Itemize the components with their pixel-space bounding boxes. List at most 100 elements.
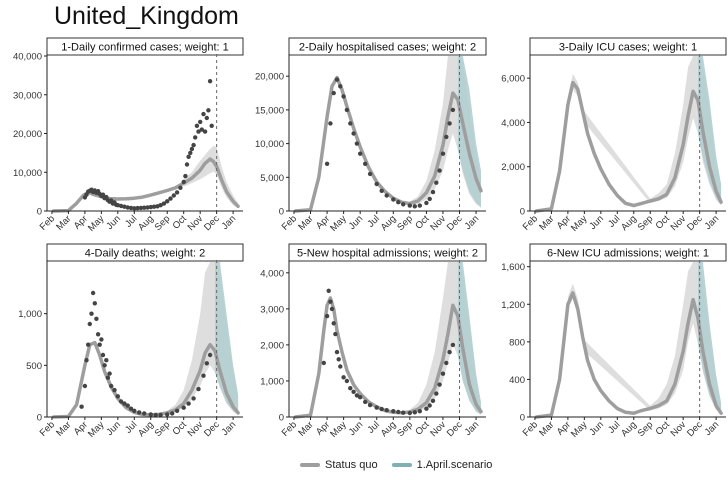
x-tick-label: Sep bbox=[636, 419, 656, 439]
observed-point bbox=[193, 135, 198, 140]
observed-point bbox=[437, 168, 442, 173]
y-tick-label: 0 bbox=[279, 207, 284, 218]
observed-point bbox=[437, 382, 442, 387]
x-tick-label: Dec bbox=[202, 213, 222, 233]
legend-swatch-status-quo bbox=[300, 463, 320, 467]
observed-point bbox=[135, 205, 140, 211]
observed-point bbox=[181, 179, 186, 185]
observed-point bbox=[417, 409, 422, 414]
x-tick-label: May bbox=[86, 213, 107, 234]
x-tick-label: Dec bbox=[202, 419, 222, 439]
panel-title: 4-Daily deaths; weight: 2 bbox=[85, 248, 205, 260]
observed-point bbox=[148, 204, 153, 210]
x-tick-label: Nov bbox=[669, 419, 689, 439]
x-tick-label: Sep bbox=[636, 213, 656, 233]
x-tick-label: Sep bbox=[395, 419, 415, 439]
observed-point bbox=[196, 386, 201, 392]
panel-title-box bbox=[46, 37, 244, 56]
observed-point bbox=[336, 357, 341, 362]
observed-point bbox=[328, 299, 333, 304]
observed-point bbox=[354, 393, 360, 398]
x-tick-label: Jan bbox=[220, 213, 239, 232]
observed-point bbox=[348, 121, 353, 126]
observed-point bbox=[201, 373, 206, 378]
observed-point bbox=[148, 412, 153, 417]
x-tick-label: Oct bbox=[654, 419, 672, 437]
observed-point bbox=[86, 342, 91, 347]
observed-point bbox=[204, 115, 209, 121]
observed-point bbox=[174, 408, 180, 413]
x-tick-label: May bbox=[569, 419, 590, 440]
x-tick-label: Apr bbox=[72, 213, 90, 231]
observed-point bbox=[137, 410, 142, 415]
observed-point bbox=[118, 203, 124, 209]
observed-point bbox=[122, 204, 127, 209]
observed-point bbox=[186, 154, 191, 159]
y-tick-label: 0 bbox=[37, 413, 42, 424]
observed-point bbox=[99, 337, 104, 342]
observed-point bbox=[145, 205, 150, 210]
x-tick-label: Nov bbox=[186, 419, 206, 439]
y-tick-label: 400 bbox=[509, 375, 525, 386]
observed-point bbox=[324, 313, 330, 319]
observed-point bbox=[344, 378, 350, 384]
observed-point bbox=[427, 403, 432, 408]
observed-point bbox=[87, 321, 93, 327]
y-tick-label: 10,000 bbox=[255, 139, 284, 150]
observed-point bbox=[138, 205, 144, 211]
panel-title-box bbox=[288, 37, 487, 56]
series-line-status-quo bbox=[534, 291, 723, 419]
observed-point bbox=[331, 321, 336, 326]
y-tick-label: 6,000 bbox=[501, 74, 525, 85]
uncertainty-band-status-quo bbox=[567, 56, 722, 206]
x-tick-label: Mar bbox=[537, 213, 556, 232]
x-tick-label: Oct bbox=[171, 419, 189, 437]
observed-point bbox=[170, 411, 175, 416]
observed-point bbox=[112, 387, 117, 393]
observed-point bbox=[207, 352, 213, 358]
observed-point bbox=[363, 399, 368, 405]
y-tick-label: 0 bbox=[520, 413, 525, 424]
x-tick-label: Oct bbox=[171, 213, 189, 231]
observed-point bbox=[334, 349, 340, 355]
y-tick-label: 3,000 bbox=[260, 304, 284, 315]
observed-point bbox=[100, 192, 106, 197]
observed-point bbox=[430, 189, 436, 195]
panel-title-box bbox=[46, 243, 244, 262]
x-tick-label: Mar bbox=[54, 419, 73, 438]
observed-point bbox=[198, 119, 203, 125]
legend-label-scenario: 1.April.scenario bbox=[416, 459, 493, 471]
x-tick-label: Sep bbox=[153, 213, 173, 233]
observed-point bbox=[351, 389, 356, 394]
legend: Status quo 1.April.scenario bbox=[300, 459, 500, 471]
observed-point bbox=[427, 196, 432, 202]
y-tick-label: 10,000 bbox=[13, 168, 42, 179]
y-tick-label: 1,000 bbox=[260, 376, 284, 387]
x-tick-label: Mar bbox=[296, 419, 315, 438]
observed-point bbox=[391, 197, 396, 202]
observed-point bbox=[341, 375, 346, 380]
observed-point bbox=[338, 84, 343, 89]
y-tick-label: 5,000 bbox=[260, 173, 284, 184]
observed-point bbox=[142, 411, 147, 416]
observed-point bbox=[396, 200, 401, 205]
observed-point bbox=[434, 180, 439, 185]
observed-point bbox=[326, 288, 331, 293]
panel-5: 5-New hospital admissions; weight: 2 0 1,0… bbox=[260, 243, 487, 440]
y-tick-label: 4,000 bbox=[260, 268, 284, 279]
observed-point bbox=[92, 301, 98, 306]
x-tick-label: Aug bbox=[136, 419, 156, 439]
panel-1: 1-Daily confirmed cases; weight: 1 0 10,00… bbox=[13, 37, 244, 234]
x-tick-label: Nov bbox=[428, 419, 448, 439]
x-tick-label: Nov bbox=[186, 213, 206, 233]
series-line-status-quo bbox=[534, 80, 723, 213]
observed-point bbox=[447, 121, 452, 126]
uncertainty-band-scenario bbox=[698, 56, 722, 205]
x-tick-label: Dec bbox=[685, 419, 705, 439]
x-tick-label: Nov bbox=[428, 213, 448, 233]
x-tick-label: May bbox=[86, 419, 107, 440]
observed-point bbox=[82, 383, 88, 389]
observed-point bbox=[321, 360, 326, 366]
observed-point bbox=[396, 409, 401, 415]
uncertainty-band-status-quo bbox=[183, 145, 239, 209]
